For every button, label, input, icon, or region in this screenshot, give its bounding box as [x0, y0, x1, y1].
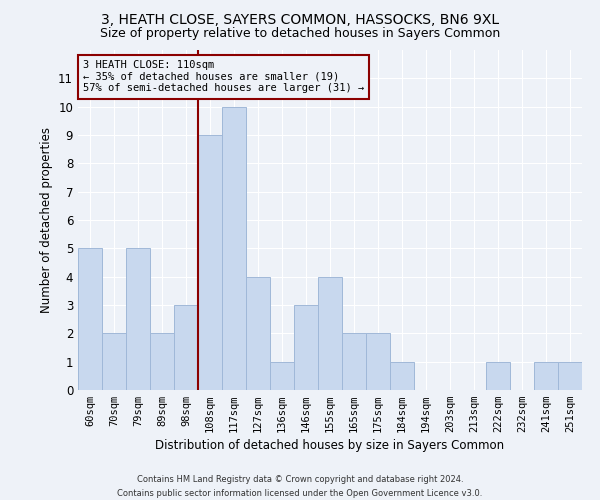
Bar [534, 362, 558, 390]
Y-axis label: Number of detached properties: Number of detached properties [40, 127, 53, 313]
Bar [366, 334, 390, 390]
Bar [270, 362, 294, 390]
Bar [486, 362, 510, 390]
Bar [78, 248, 102, 390]
Bar [222, 106, 246, 390]
Bar [246, 276, 270, 390]
Text: Size of property relative to detached houses in Sayers Common: Size of property relative to detached ho… [100, 28, 500, 40]
Bar [174, 305, 198, 390]
Text: 3 HEATH CLOSE: 110sqm
← 35% of detached houses are smaller (19)
57% of semi-deta: 3 HEATH CLOSE: 110sqm ← 35% of detached … [83, 60, 364, 94]
Bar [150, 334, 174, 390]
Bar [294, 305, 318, 390]
X-axis label: Distribution of detached houses by size in Sayers Common: Distribution of detached houses by size … [155, 440, 505, 452]
Bar [126, 248, 150, 390]
Bar [342, 334, 366, 390]
Bar [558, 362, 582, 390]
Bar [102, 334, 126, 390]
Bar [318, 276, 342, 390]
Text: 3, HEATH CLOSE, SAYERS COMMON, HASSOCKS, BN6 9XL: 3, HEATH CLOSE, SAYERS COMMON, HASSOCKS,… [101, 12, 499, 26]
Bar [390, 362, 414, 390]
Bar [198, 135, 222, 390]
Text: Contains HM Land Registry data © Crown copyright and database right 2024.
Contai: Contains HM Land Registry data © Crown c… [118, 476, 482, 498]
